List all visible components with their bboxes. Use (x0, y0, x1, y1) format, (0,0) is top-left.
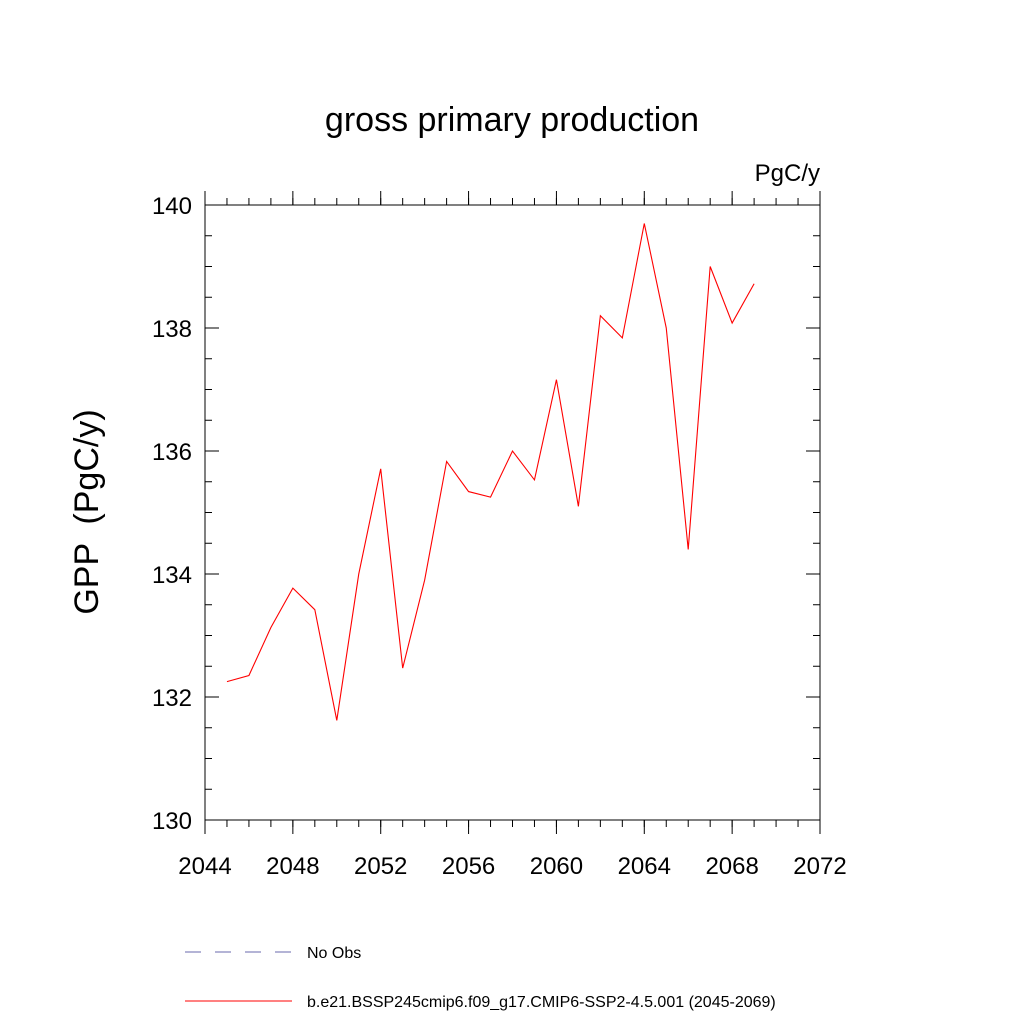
y-tick-label: 132 (152, 685, 192, 712)
plot-border (204, 204, 821, 821)
x-tick-label: 2044 (178, 853, 231, 880)
legend: No Obs b.e21.BSSP245cmip6.f09_g17.CMIP6-S… (185, 945, 776, 1011)
y-tick-label: 138 (152, 316, 192, 343)
series-layer (226, 223, 755, 721)
y-tick-label: 140 (152, 193, 192, 220)
legend-label: No Obs (307, 945, 361, 962)
x-tick-label: 2060 (530, 853, 583, 880)
x-tick-label: 2064 (618, 853, 671, 880)
x-axis-ticks: 2044 2048 2052 2056 2060 2064 2068 2072 (178, 191, 847, 880)
y-axis-ticks: 130 132 134 136 138 140 (152, 193, 820, 835)
x-tick-label: 2052 (354, 853, 407, 880)
y-axis-label: GPP (PgC/y) (68, 409, 106, 614)
x-tick-label: 2068 (705, 853, 758, 880)
series-line (226, 223, 755, 721)
x-tick-label: 2048 (266, 853, 319, 880)
x-tick-label: 2072 (793, 853, 846, 880)
units-label: PgC/y (755, 160, 820, 187)
x-tick-label: 2056 (442, 853, 495, 880)
legend-label: b.e21.BSSP245cmip6.f09_g17.CMIP6-SSP2-4.… (307, 994, 776, 1011)
chart-title: gross primary production (325, 101, 699, 139)
plot-frame (204, 204, 821, 821)
y-tick-label: 136 (152, 439, 192, 466)
y-tick-label: 130 (152, 808, 192, 835)
y-tick-label: 134 (152, 562, 192, 589)
